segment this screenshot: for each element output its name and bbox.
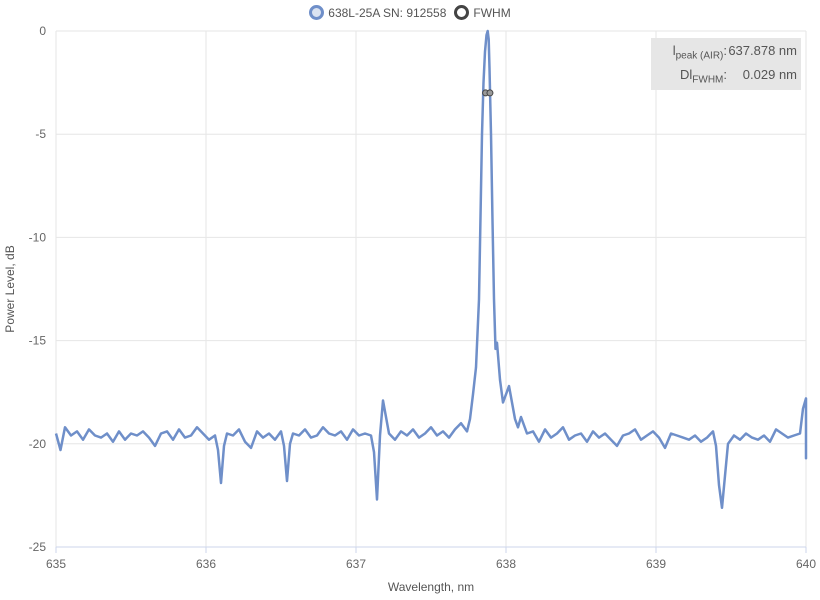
axes: [55, 546, 807, 553]
legend-item-fwhm[interactable]: FWHM: [454, 5, 511, 20]
legend-fwhm-label: FWHM: [473, 5, 511, 20]
peak-label-main: l: [672, 43, 676, 58]
measurement-infobox: lpeak (AIR): 637.878 nm DlFWHM: 0.029 nm: [651, 38, 801, 90]
peak-wavelength-row: lpeak (AIR): 637.878 nm: [673, 43, 797, 62]
fwhm-row: DlFWHM: 0.029 nm: [680, 67, 797, 86]
y-tick-label: -15: [29, 334, 47, 348]
peak-wavelength-label: lpeak (AIR):: [672, 43, 727, 62]
x-axis-title: Wavelength, nm: [388, 580, 474, 594]
peak-wavelength-value: 637.878 nm: [728, 43, 797, 58]
series-layer: [54, 29, 808, 510]
y-tick-label: -20: [29, 437, 47, 451]
y-tick-label: 0: [39, 24, 46, 38]
tick-labels: 0 -5 -10 -15 -20 -25 635 636 637 638 639 640: [29, 24, 817, 571]
x-tick-label: 639: [646, 557, 666, 571]
fwhm-value: 0.029 nm: [742, 67, 797, 82]
legend-series-label: 638L-25A SN: 912558: [328, 5, 447, 20]
fwhm-marker: [486, 89, 494, 97]
x-tick-label: 640: [796, 557, 816, 571]
y-tick-label: -25: [29, 540, 47, 554]
x-tick-label: 638: [496, 557, 516, 571]
x-tick-label: 635: [46, 557, 66, 571]
series-swatch-icon: [309, 5, 325, 20]
spectrum-series-line: [54, 29, 808, 510]
y-axis-title: Power Level, dB: [3, 245, 17, 332]
y-tick-label: -5: [35, 127, 46, 141]
peak-label-sub: peak (AIR): [675, 50, 724, 62]
y-tick-label: -10: [29, 230, 47, 244]
grid-lines: [55, 30, 807, 548]
fwhm-label: DlFWHM:: [679, 67, 727, 86]
x-tick-label: 636: [196, 557, 216, 571]
fwhm-label-sub: FWHM: [692, 74, 724, 86]
fwhm-label-main: Dl: [679, 67, 693, 82]
legend-item-series[interactable]: 638L-25A SN: 912558: [309, 5, 446, 20]
legend: 638L-25A SN: 912558 FWHM: [0, 5, 820, 20]
fwhm-swatch-icon: [454, 5, 470, 20]
x-tick-label: 637: [346, 557, 366, 571]
